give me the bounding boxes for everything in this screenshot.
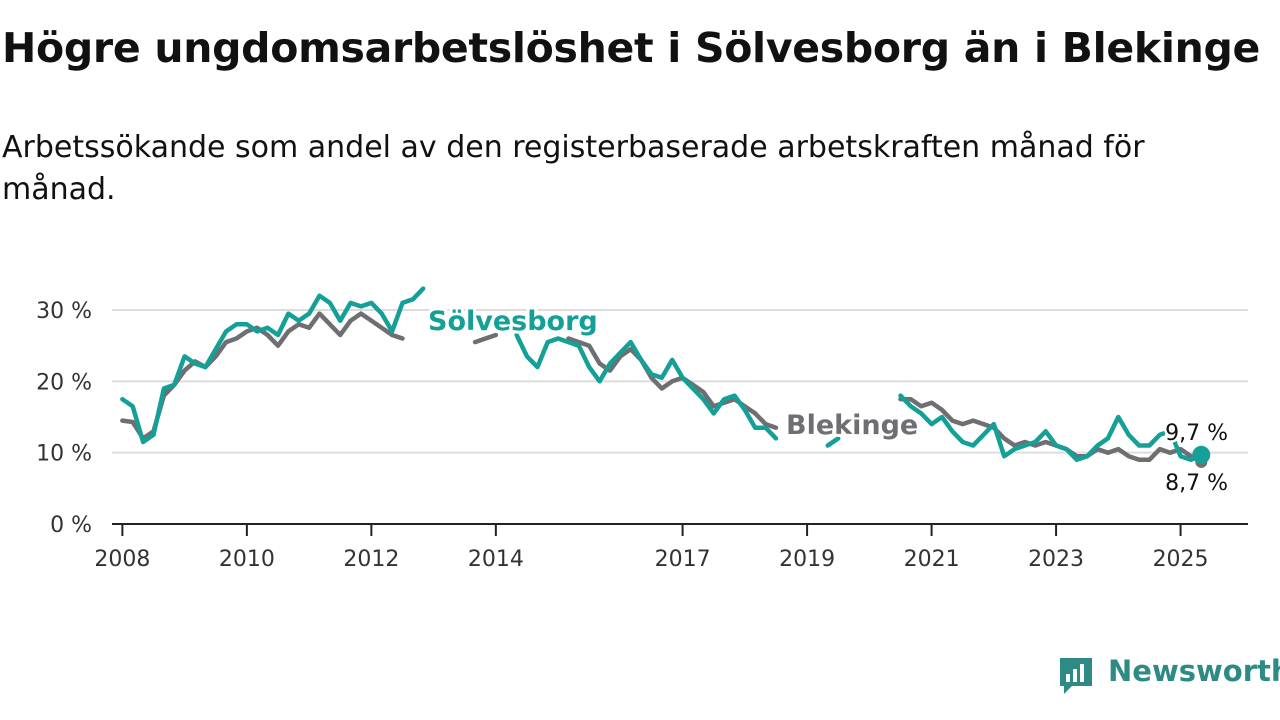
x-axis-ticks: 2008 2010 2012 2014 2017 2019 2021 2023 2025 (94, 524, 1209, 572)
x-tick-label: 2023 (1028, 547, 1084, 572)
line-chart: 0 % 10 % 20 % 30 % 2008 2010 2012 2014 2017 2019… (36, 286, 1248, 572)
y-tick-label: 20 % (36, 370, 92, 395)
end-value-solvesborg: 9,7 % (1165, 421, 1228, 446)
y-tick-label: 10 % (36, 442, 92, 467)
grid (112, 309, 1248, 454)
series-line-blekinge (898, 396, 1204, 465)
series-line-solvesborg (825, 436, 841, 448)
series-line-solvesborg (898, 393, 1204, 463)
x-tick-label: 2017 (655, 547, 711, 572)
newsworthy-brand[interactable]: Newsworthy (1058, 652, 1280, 698)
series-line-solvesborg (514, 332, 779, 441)
x-tick-label: 2021 (904, 547, 960, 572)
chart-title: Högre ungdomsarbetslöshet i Sölvesborg ä… (2, 24, 1261, 72)
series-line-blekinge (472, 332, 499, 345)
series-label-solvesborg: Sölvesborg (428, 306, 598, 337)
series-label-blekinge: Blekinge (786, 410, 918, 441)
y-tick-label: 0 % (50, 513, 92, 538)
x-tick-label: 2014 (468, 547, 524, 572)
y-tick-label: 30 % (36, 299, 92, 324)
x-tick-label: 2010 (219, 547, 275, 572)
end-point-solvesborg (1192, 445, 1211, 464)
y-axis-ticks: 0 % 10 % 20 % 30 % (36, 299, 92, 538)
chart-subtitle: Arbetssökande som andel av den registerb… (2, 130, 1145, 207)
series-lines (120, 286, 1211, 468)
newsworthy-logo-icon (1060, 658, 1092, 694)
x-tick-label: 2019 (779, 547, 835, 572)
brand-name: Newsworthy (1108, 654, 1280, 688)
series-labels: Sölvesborg Blekinge 9,7 % 8,7 % (425, 303, 1231, 499)
end-value-blekinge: 8,7 % (1165, 471, 1228, 496)
x-tick-label: 2012 (343, 547, 399, 572)
series-line-blekinge (120, 311, 405, 441)
series-line-solvesborg (120, 286, 426, 445)
x-tick-label: 2025 (1153, 547, 1209, 572)
x-tick-label: 2008 (94, 547, 150, 572)
